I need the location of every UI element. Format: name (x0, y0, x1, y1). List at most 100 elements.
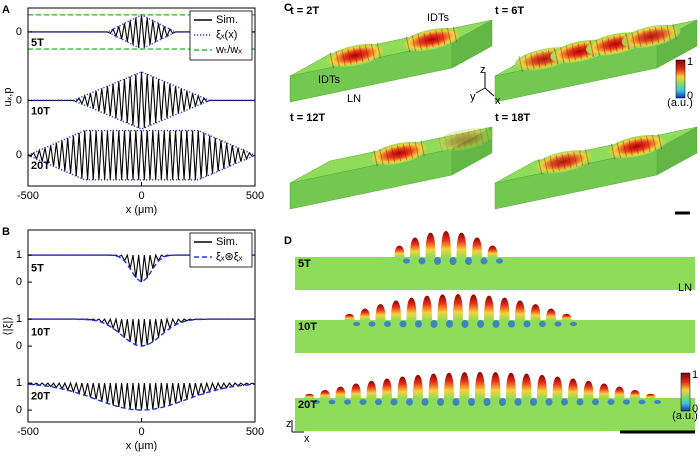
wave-peak (499, 297, 510, 320)
wave-crest (640, 137, 645, 154)
frame-time: t = 12T (290, 112, 325, 124)
wave-crest (385, 147, 390, 164)
legend-label: Sim. (216, 236, 238, 248)
wave-peak (490, 372, 501, 398)
wave-crest (631, 32, 636, 49)
wave-trough (654, 400, 661, 404)
wave-peak (406, 297, 417, 320)
wave-trough (313, 400, 320, 404)
wave-crest (435, 30, 440, 47)
wave-trough (449, 257, 457, 265)
wave-trough (368, 321, 376, 327)
wave-peak (487, 245, 498, 257)
colorbar (675, 59, 686, 99)
wave-trough (430, 320, 438, 328)
wave-trough (390, 398, 398, 406)
wave-crest (643, 29, 648, 46)
wave-peak (394, 245, 405, 257)
wave-crest (438, 136, 443, 153)
wave-crest (429, 31, 434, 48)
wave-trough (570, 321, 577, 327)
data-line (28, 316, 255, 347)
y-tick-label: 1 (16, 313, 22, 325)
wave-crest (408, 142, 413, 159)
wave-trough (406, 398, 413, 406)
wave-crest (657, 133, 663, 150)
wave-blob (607, 133, 666, 160)
wave-crest (335, 51, 340, 68)
wave-crest (353, 47, 358, 64)
row-label: 10T (298, 321, 317, 333)
wave-blob (434, 126, 494, 153)
y-axis-label: ⟨|ξ|⟩ (2, 316, 14, 335)
axis-arrow (484, 87, 495, 97)
x-tick-label: 0 (138, 426, 144, 438)
wave-crest (450, 134, 455, 151)
wave-crest (461, 131, 467, 148)
wave-blob-shape (607, 134, 666, 159)
y-tick-label: 1 (16, 377, 22, 389)
wave-trough (353, 321, 360, 327)
wave-crest (660, 26, 665, 42)
wave-trough (545, 398, 553, 406)
wave-peak (441, 231, 451, 257)
wave-trough (359, 399, 367, 405)
wave-trough (403, 258, 410, 264)
wave-blob (369, 140, 429, 167)
colorbar-min: 0 (687, 90, 693, 102)
wave-peak (351, 383, 361, 398)
y-axis-label: uₓ,p (2, 88, 14, 107)
wave-crest (452, 26, 458, 43)
wave-peak (375, 304, 386, 320)
wave-peak (422, 295, 432, 320)
wave-trough (465, 257, 472, 265)
data-line (27, 129, 256, 156)
wave-peak (437, 294, 448, 320)
wave-crest (543, 157, 549, 174)
substrate-strip (295, 398, 695, 431)
frame-time: t = 2T (290, 5, 319, 17)
wave-trough (418, 257, 426, 265)
wave-peak (599, 383, 609, 398)
substrate-label: LN (678, 282, 692, 294)
y-tick-label: 0 (16, 94, 22, 106)
wave-trough (328, 399, 336, 405)
wave-trough (576, 398, 584, 406)
wave-trough (508, 320, 515, 328)
wave-trough (638, 399, 646, 405)
wave-crest (364, 45, 370, 61)
wave-peak (506, 372, 516, 398)
x-tick-label: 500 (246, 426, 264, 438)
axis-letter: y (470, 91, 476, 103)
axis-letter: z (480, 64, 486, 76)
wave-crest (560, 47, 565, 64)
axis-letter: z (286, 418, 292, 430)
wave-trough (461, 320, 469, 328)
wave-peak (425, 232, 436, 257)
wave-trough (468, 398, 475, 406)
wave-crest (542, 50, 547, 67)
y-tick-label: 0 (16, 276, 22, 288)
wave-peak (413, 374, 423, 398)
wave-crest (637, 31, 642, 47)
wave-trough (523, 320, 531, 328)
wave-trough (492, 320, 500, 328)
data-line (27, 383, 256, 411)
data-line (28, 254, 255, 283)
idt-label: IDTs (427, 12, 450, 24)
wave-peak (468, 294, 479, 320)
wave-crest (634, 138, 639, 155)
wave-peak (645, 393, 656, 398)
wave-crest (648, 28, 654, 45)
y-tick-label: 1 (16, 249, 22, 261)
wave-trough (530, 398, 537, 406)
wave-blob-shape (434, 128, 494, 152)
legend-box (189, 232, 253, 268)
wave-blob-shape (325, 43, 385, 68)
colorbar (680, 372, 691, 412)
wave-peak (552, 376, 563, 398)
panel-label: A (2, 4, 10, 16)
x-axis-label: x (μm) (126, 440, 157, 452)
